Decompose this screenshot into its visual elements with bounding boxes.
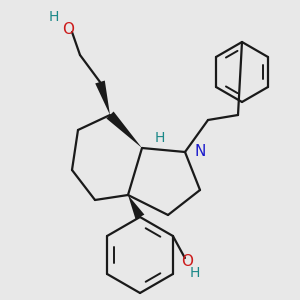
Polygon shape [128, 195, 144, 219]
Text: H: H [190, 266, 200, 280]
Text: H: H [49, 10, 59, 24]
Polygon shape [106, 112, 142, 148]
Text: N: N [195, 145, 206, 160]
Text: O: O [181, 254, 193, 269]
Polygon shape [95, 80, 110, 115]
Text: O: O [62, 22, 74, 38]
Text: H: H [155, 131, 165, 145]
